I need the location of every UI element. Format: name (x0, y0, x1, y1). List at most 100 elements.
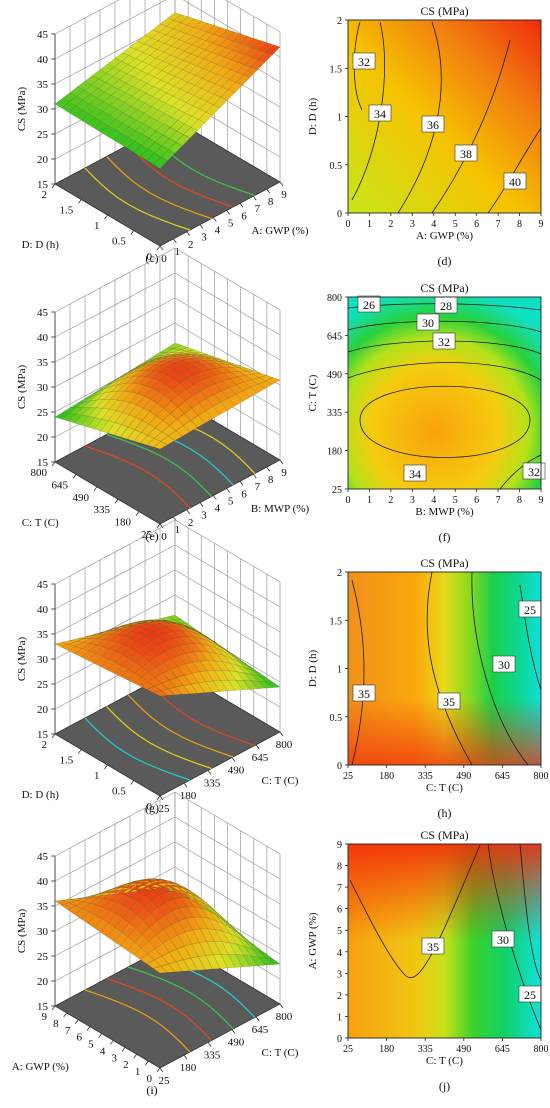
x-tick-label: 2 (388, 495, 393, 506)
y-tick-label: 9 (337, 840, 342, 851)
y-tick-label: 0 (147, 251, 153, 263)
panel-label: (f) (439, 530, 451, 544)
contour-label: 34 (374, 107, 386, 121)
z-tick-label: 40 (37, 876, 49, 888)
y-tick-label: 0.5 (112, 236, 126, 248)
x-tick (253, 195, 257, 201)
x-tick (173, 238, 177, 244)
y-tick (121, 1047, 126, 1052)
panel-label: (g) (145, 801, 159, 815)
contour-label: 38 (460, 147, 472, 161)
surface-cell (265, 44, 281, 55)
contour-label-box (421, 937, 445, 955)
panel-label: (i) (146, 1083, 157, 1097)
y-tick-label: 7 (65, 1025, 71, 1037)
y-axis-label: D: D (h) (307, 98, 319, 136)
panel-label: (h) (438, 806, 452, 820)
y-axis-label: D: D (h) (22, 789, 60, 801)
y-tick-label: 0.5 (330, 713, 343, 724)
contour-label-box (522, 462, 546, 480)
y-tick-label: 180 (327, 447, 342, 458)
y-tick (75, 1019, 79, 1025)
contour-label: 35 (443, 695, 455, 709)
y-axis-label: A: GWP (%) (307, 912, 319, 969)
y-tick (156, 1067, 161, 1073)
x-tick (183, 1054, 188, 1060)
y-tick-label: 800 (31, 467, 48, 479)
y-tick-label: 1 (135, 1066, 141, 1078)
x-tick-label: 2 (388, 219, 393, 230)
x-tick-label: 645 (495, 1044, 510, 1055)
y-tick-label: 4 (100, 1045, 106, 1057)
x-tick (266, 188, 270, 194)
contour-heatmap (348, 297, 541, 489)
z-tick-label: 35 (37, 901, 49, 913)
y-tick-label: 0 (337, 1034, 342, 1045)
x-tick-label: 490 (228, 1037, 245, 1049)
x-tick-label: 9 (281, 467, 287, 479)
y-tick-label: 5 (337, 926, 342, 937)
contour-label: 30 (498, 658, 510, 672)
x-tick (255, 744, 260, 750)
contour-label-box (454, 144, 478, 162)
y-tick (145, 1060, 149, 1066)
x-tick (279, 459, 284, 465)
z-tick-label: 40 (37, 54, 49, 66)
x-tick-label: 180 (180, 1062, 197, 1074)
y-tick-label: 9 (42, 1011, 48, 1023)
contour-label: 40 (509, 175, 521, 189)
x-tick (159, 795, 164, 801)
y-axis-label: D: D (h) (307, 650, 319, 688)
contour-line (347, 320, 542, 333)
x-tick-label: 335 (204, 1049, 221, 1061)
x-tick-label: 1 (367, 219, 372, 230)
floor-contour-line (128, 966, 234, 1030)
contour-line (359, 385, 531, 458)
y-tick-label: 5 (88, 1039, 94, 1051)
panel-label: (j) (439, 1079, 450, 1093)
y-axis-label: D: D (h) (22, 239, 60, 251)
x-tick-label: 800 (276, 1011, 293, 1023)
contour-line (431, 39, 511, 214)
x-tick-label: 3 (410, 219, 415, 230)
y-tick (104, 214, 108, 220)
x-tick-label: 6 (474, 219, 479, 230)
surface-mesh (54, 614, 281, 697)
x-tick-label: 8 (268, 474, 274, 486)
plot-frame (347, 296, 542, 490)
x-tick (231, 1029, 236, 1034)
x-tick (279, 731, 284, 737)
z-tick-label: 45 (37, 851, 49, 863)
contour-label-box (437, 692, 461, 710)
x-tick-label: 7 (255, 481, 261, 493)
floor-contour-line (106, 706, 212, 770)
y-tick-label: 0.5 (330, 161, 343, 172)
contour-line (349, 844, 481, 978)
contour-label-box (432, 332, 456, 350)
y-tick-label: 2 (42, 189, 48, 201)
y-tick-label: 335 (94, 504, 111, 516)
x-tick (279, 181, 284, 187)
y-tick (156, 795, 161, 801)
contour-label-box (421, 115, 445, 133)
x-tick-label: 25 (159, 1075, 171, 1087)
x-tick (159, 523, 164, 529)
z-tick-label: 30 (37, 382, 49, 394)
z-axis-label: CS (MPa) (16, 87, 28, 132)
y-tick-label: 0 (147, 801, 153, 813)
x-tick-label: 4 (215, 225, 221, 237)
y-axis-label: C: T (C) (22, 517, 59, 529)
x-tick-label: 6 (241, 488, 247, 500)
y-tick-label: 8 (53, 1018, 59, 1030)
x-tick-label: 335 (418, 771, 433, 782)
contour-label: 26 (363, 298, 375, 312)
y-tick (51, 1005, 56, 1011)
x-tick (183, 782, 188, 788)
floor-contour-line (84, 167, 191, 231)
y-tick-label: 25 (332, 485, 342, 496)
x-tick (199, 224, 204, 229)
floor-contour-line (84, 717, 191, 781)
y-tick-label: 1.5 (330, 616, 343, 627)
